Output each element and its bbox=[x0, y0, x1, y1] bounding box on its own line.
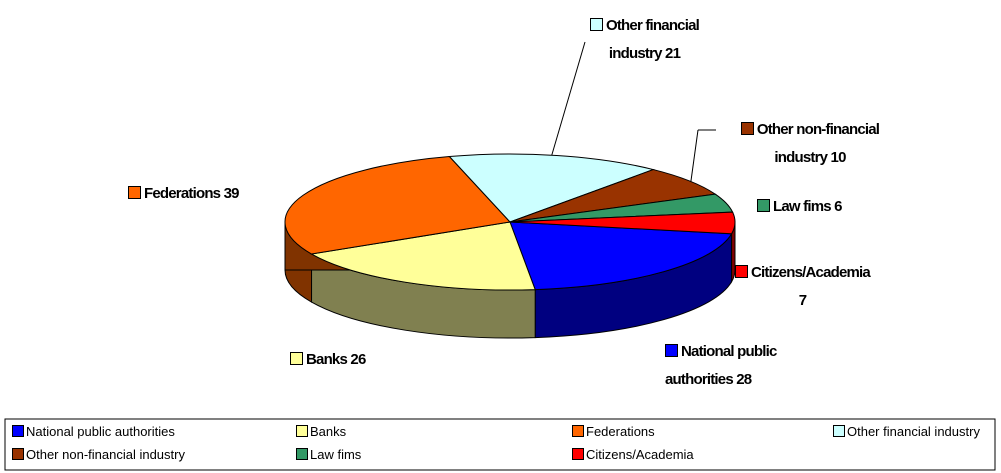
slice bbox=[284, 155, 512, 255]
label-value: 21 bbox=[665, 45, 681, 62]
legend-item: Banks bbox=[296, 424, 346, 439]
slice bbox=[509, 221, 733, 291]
label-name: Other non-financial industry bbox=[756, 121, 880, 166]
legend-item: Citizens/Academia bbox=[572, 447, 694, 462]
slice bbox=[509, 169, 717, 223]
legend-label: Federations bbox=[586, 424, 655, 439]
legend-swatch bbox=[296, 448, 308, 460]
legend-label: Law fims bbox=[310, 447, 362, 462]
label-swatch bbox=[589, 18, 603, 31]
label-swatch bbox=[290, 352, 303, 365]
slice bbox=[448, 153, 656, 223]
legend-swatch bbox=[12, 425, 24, 437]
label-swatch bbox=[740, 122, 754, 135]
legend-item: Other financial industry bbox=[833, 424, 980, 439]
label-name: Banks bbox=[306, 351, 348, 368]
data-label: Banks 26 bbox=[290, 346, 410, 374]
leader-line bbox=[547, 41, 586, 169]
data-label: Other non-financial industry 10 bbox=[715, 116, 905, 172]
legend-item: Federations bbox=[572, 424, 655, 439]
label-name: Law fims bbox=[773, 198, 832, 215]
label-swatch bbox=[128, 186, 141, 199]
label-value: 39 bbox=[223, 185, 240, 202]
leader-line bbox=[689, 129, 699, 189]
data-label: Law fims 6 bbox=[757, 193, 877, 221]
legend-label: Other financial industry bbox=[847, 424, 980, 439]
legend-item: Law fims bbox=[296, 447, 361, 462]
legend-label: Other non-financial industry bbox=[26, 447, 185, 462]
label-name: National public authorities bbox=[665, 343, 777, 388]
legend-label: Citizens/Academia bbox=[586, 447, 694, 462]
label-value: 6 bbox=[834, 198, 842, 215]
data-label: Other financial industry 21 bbox=[572, 12, 717, 68]
label-value: 10 bbox=[830, 149, 847, 166]
label-name: Federations bbox=[144, 185, 221, 202]
legend-swatch bbox=[572, 425, 584, 437]
slice bbox=[509, 211, 736, 235]
legend-swatch bbox=[296, 425, 308, 437]
legend-swatch bbox=[833, 425, 845, 437]
label-value: 26 bbox=[350, 351, 366, 368]
legend-item: National public authorities bbox=[12, 424, 175, 439]
label-name: Citizens/Academia bbox=[751, 264, 871, 281]
data-label: National public authorities 28 bbox=[665, 338, 840, 394]
label-swatch bbox=[665, 344, 678, 357]
legend-label: Banks bbox=[310, 424, 347, 439]
data-label: Federations 39 bbox=[128, 180, 298, 208]
pie bbox=[284, 153, 736, 339]
data-label: Citizens/Academia 7 bbox=[735, 259, 871, 315]
label-value: 28 bbox=[736, 371, 752, 388]
label-swatch bbox=[757, 199, 770, 212]
legend-swatch bbox=[12, 448, 24, 460]
slice bbox=[310, 221, 536, 291]
label-name: Other financial industry bbox=[605, 17, 700, 62]
legend-item: Other non-financial industry bbox=[12, 447, 185, 462]
label-swatch bbox=[735, 265, 749, 278]
label-value: 7 bbox=[798, 292, 807, 309]
legend-label: National public authorities bbox=[26, 424, 175, 439]
legend-box bbox=[4, 418, 996, 471]
legend-swatch bbox=[572, 448, 584, 460]
